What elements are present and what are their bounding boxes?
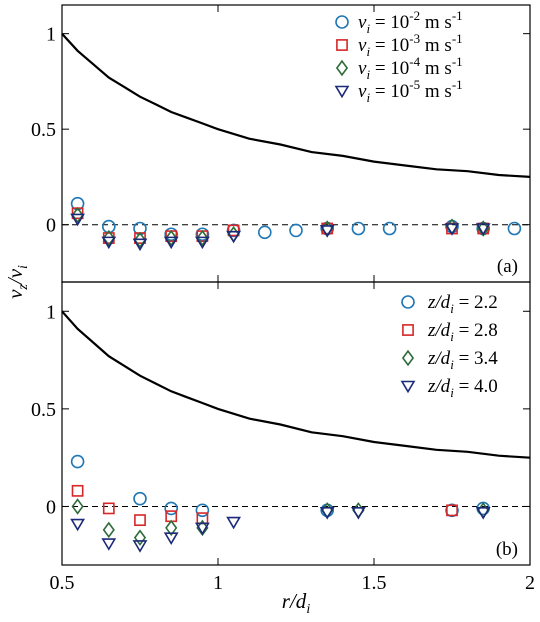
panel-b-series-1-point	[133, 491, 147, 506]
panel-b: 0 0.5 1 0.5 1 1.5 2 z/di = 2.2 z/di = 2.8 z/di = …	[31, 281, 535, 594]
panel-a-series-1-point	[382, 221, 397, 236]
panel-a-series-3-point	[133, 231, 147, 249]
panel-a-series-1-point	[164, 227, 178, 242]
panel-a-series-4-point	[444, 223, 460, 236]
panel-a-series-4-point	[319, 225, 335, 238]
panel-a-series-4-point	[101, 236, 117, 250]
panel-b-series-4-point	[226, 516, 241, 530]
panel-a-series-1-point	[257, 225, 272, 240]
panel-b-xtick-label: 1.5	[362, 572, 387, 594]
panel-b-legend-entry-4: z/di = 4.0	[427, 376, 498, 400]
panel-b-series-3-point	[352, 502, 365, 519]
panel-b-series-4-point	[101, 538, 117, 551]
panel-a-series-1-point	[70, 196, 85, 211]
panel-b-label: (b)	[496, 539, 518, 560]
panel-b-xtick-label: 2	[525, 572, 535, 594]
panel-b-series-1-point	[164, 501, 178, 516]
panel-b-series-4-point	[132, 540, 148, 553]
panel-a-series-3-point	[71, 206, 84, 224]
panel-b-series-2-point	[102, 502, 115, 515]
panel-b-series-2-point	[71, 484, 84, 497]
panel-a-legend-entry-3: vi = 10-4 m s-1	[358, 54, 463, 82]
panel-a-series-1-point	[289, 223, 303, 238]
panel-a-series-1-point	[351, 221, 366, 236]
panel-b-series-1-point	[70, 454, 85, 469]
panel-a-series-4-point	[163, 236, 179, 250]
panel-b-legend-entry-3: z/di = 3.4	[427, 348, 498, 372]
panel-a-legend-marker-4	[334, 85, 350, 99]
panel-b-xtick-label: 1	[213, 572, 223, 594]
panel-b-series-1-point	[195, 503, 210, 518]
panel-b-series-4-point	[351, 507, 366, 520]
panel-b-series-2-point	[446, 504, 458, 517]
panel-a-series-3-point	[102, 229, 115, 247]
panel-a-series-2-point	[227, 224, 240, 237]
x-axis-title: r/di	[282, 589, 311, 617]
panel-a-series-4-point	[195, 236, 210, 250]
panel-a-series-4-point	[132, 238, 148, 252]
y-axis-title: vz/vi	[3, 265, 31, 299]
panel-a-ytick-label: 1	[46, 24, 56, 46]
panel-b-legend-marker-2	[402, 324, 414, 336]
panel-a-series-4-point	[226, 230, 241, 244]
panel-b-curve-line	[61, 310, 531, 459]
panel-a-legend-entry-4: vi = 10-5 m s-1	[358, 77, 463, 105]
panel-a-legend-marker-1	[335, 15, 349, 29]
panel-b-legend-entry-2: z/di = 2.8	[427, 320, 498, 344]
panel-b-ytick-label: 0.5	[31, 399, 56, 421]
panel-a-series-1-point	[507, 221, 522, 236]
panel-a-ytick-label: 0.5	[31, 119, 56, 141]
panel-b-legend-entry-1: z/di = 2.2	[427, 292, 498, 316]
panel-b-series-2-point	[134, 514, 146, 527]
panel-b-ytick-label: 0	[46, 496, 56, 518]
panel-a-label: (a)	[497, 256, 518, 277]
panel-a-legend-marker-2	[336, 39, 348, 51]
panel-a-curve-line	[61, 32, 531, 178]
panel-a-series-4-point	[475, 223, 491, 236]
panel-a-series-1-point	[133, 221, 147, 236]
panel-a-ytick-label: 0	[46, 215, 56, 237]
panel-a-legend-entry-2: vi = 10-3 m s-1	[358, 31, 463, 59]
panel-b-series-4-point	[475, 507, 491, 520]
panel-b-ytick-label: 1	[46, 301, 56, 323]
panel-b-series-4-point	[70, 518, 85, 532]
panel-b-series-4-point	[163, 532, 179, 545]
panel-a-series-4-point	[70, 213, 85, 227]
panel-b-series-3-point	[133, 529, 147, 546]
panel-a-legend-entry-1: vi = 10-2 m s-1	[358, 8, 463, 36]
panel-b-xtick-label: 0.5	[50, 572, 75, 594]
panel-a-series-3-point	[196, 229, 209, 247]
panel-b-legend-marker-3	[401, 349, 415, 367]
panel-a-series-1-point	[226, 223, 241, 238]
panel-b-series-3-point	[102, 521, 115, 539]
panel-b-legend-marker-1	[401, 295, 415, 309]
panel-b-series-1-point	[445, 503, 459, 518]
panel-a-legend-marker-3	[335, 59, 349, 77]
panel-b-frame	[61, 281, 531, 566]
panel-b-series-4-point	[195, 522, 210, 536]
panel-b-series-3-point	[165, 519, 178, 537]
panel-b-legend-marker-4	[400, 380, 416, 394]
panel-a-series-1-point	[195, 227, 210, 242]
panel-b-series-4-point	[319, 507, 335, 520]
panel-b-series-3-point	[71, 498, 84, 515]
panel-a-frame	[61, 4, 531, 283]
panel-a-series-3-point	[165, 229, 178, 247]
